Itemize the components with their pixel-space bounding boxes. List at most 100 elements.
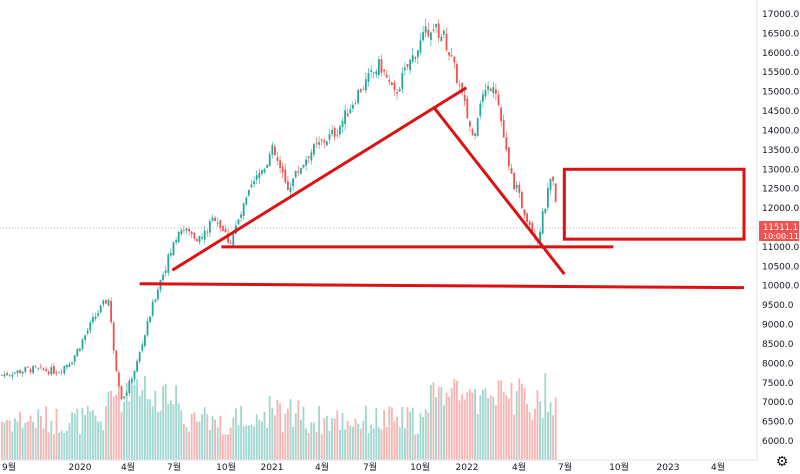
volume-bar	[541, 418, 544, 460]
target-box[interactable]	[562, 167, 746, 241]
candle-body	[110, 300, 112, 323]
volume-bar	[209, 429, 211, 460]
candle-body	[167, 254, 170, 273]
candle-body	[164, 270, 167, 273]
candle-body	[73, 355, 76, 362]
time-tick-label: 10월	[609, 461, 629, 473]
price-tick-label: 8500.0	[762, 340, 794, 350]
volume-bar	[29, 415, 32, 460]
candle-body	[391, 82, 393, 85]
volume-bar	[354, 418, 357, 460]
candle-body	[305, 159, 307, 166]
volume-bar	[417, 433, 419, 460]
volume-bar	[190, 414, 193, 460]
volume-bars	[1, 373, 557, 460]
volume-bar	[170, 400, 172, 460]
volume-bar	[27, 421, 29, 460]
candle-body	[380, 59, 383, 73]
volume-bar	[120, 412, 123, 460]
time-tick-label: 4월	[121, 461, 135, 473]
ascending-trendline[interactable]	[171, 86, 468, 272]
candle-body	[466, 98, 469, 119]
volume-bar	[16, 421, 19, 460]
candle-body	[27, 366, 29, 368]
candle-body	[227, 233, 229, 244]
volume-bar	[8, 420, 11, 460]
descending-trendline[interactable]	[432, 106, 566, 276]
candle-body	[11, 375, 14, 377]
candle-body	[354, 102, 357, 104]
volume-bar	[419, 413, 422, 460]
candle-body	[42, 368, 45, 370]
candle-body	[461, 82, 463, 93]
time-tick-label: 4월	[315, 461, 329, 473]
support-line-10000[interactable]	[139, 282, 745, 290]
candle-body	[141, 344, 144, 351]
price-tick-label: 9500.0	[762, 301, 794, 311]
gear-icon[interactable]: ⚙	[775, 454, 789, 470]
candle-body	[502, 119, 505, 138]
candle-body	[170, 252, 172, 256]
candle-body	[216, 222, 219, 224]
volume-bar	[495, 404, 497, 460]
candle-body	[315, 142, 318, 144]
volume-bar	[112, 396, 115, 460]
volume-bar	[167, 403, 170, 460]
candle-body	[58, 372, 60, 374]
volume-bar	[341, 412, 344, 460]
price-tick-label: 11000.0	[762, 243, 799, 253]
volume-bar	[274, 415, 276, 460]
candle-body	[133, 370, 136, 380]
candle-body	[523, 209, 526, 216]
candle-body	[437, 23, 440, 39]
candle-body	[21, 371, 24, 374]
candle-body	[151, 301, 154, 316]
candle-body	[175, 239, 177, 243]
candle-body	[458, 84, 461, 86]
volume-bar	[476, 414, 479, 460]
volume-bar	[463, 399, 466, 460]
price-tick-label: 7000.0	[762, 398, 794, 408]
candle-body	[487, 85, 489, 90]
candle-body	[549, 178, 552, 190]
volume-bar	[224, 434, 227, 460]
candle-body	[24, 367, 27, 372]
volume-bar	[320, 434, 323, 460]
volume-bar	[136, 379, 138, 460]
candle-body	[118, 372, 120, 386]
candle-body	[484, 90, 487, 97]
volume-bar	[279, 403, 281, 460]
candle-body	[97, 313, 99, 316]
candle-body	[253, 181, 255, 185]
time-axis[interactable]: 9월 2020 4월 7월 10월 2021 4월 7월 10월 2022 4월 7월 10월 2023 4…	[0, 459, 757, 473]
volume-bar	[443, 405, 445, 460]
candle-body	[3, 374, 6, 377]
candle-body	[136, 360, 138, 372]
volume-bar	[453, 378, 456, 460]
candle-body	[456, 64, 458, 83]
drawings[interactable]	[139, 86, 746, 290]
candle-body	[515, 185, 518, 189]
volume-bar	[333, 418, 336, 460]
volume-bar	[227, 434, 229, 460]
price-axis[interactable]: 17000.0 16500.0 16000.0 15500.0 15000.0 14500…	[756, 0, 799, 460]
price-tick-label: 10500.0	[762, 262, 799, 272]
volume-bar	[430, 384, 432, 460]
volume-bar	[242, 426, 245, 460]
candle-body	[476, 118, 479, 136]
volume-bar	[164, 383, 167, 460]
volume-bar	[458, 400, 461, 460]
volume-bar	[391, 407, 393, 460]
volume-bar	[344, 429, 346, 460]
volume-bar	[502, 391, 505, 460]
candle-body	[450, 55, 453, 57]
volume-bar	[461, 394, 463, 460]
volume-bar	[432, 382, 435, 460]
last-price-label: 11511.1 10:00:11	[759, 221, 799, 241]
volume-bar	[518, 378, 521, 460]
candle-body	[242, 203, 245, 216]
volume-bar	[479, 395, 482, 460]
volume-bar	[466, 392, 469, 460]
volume-bar	[37, 409, 40, 460]
